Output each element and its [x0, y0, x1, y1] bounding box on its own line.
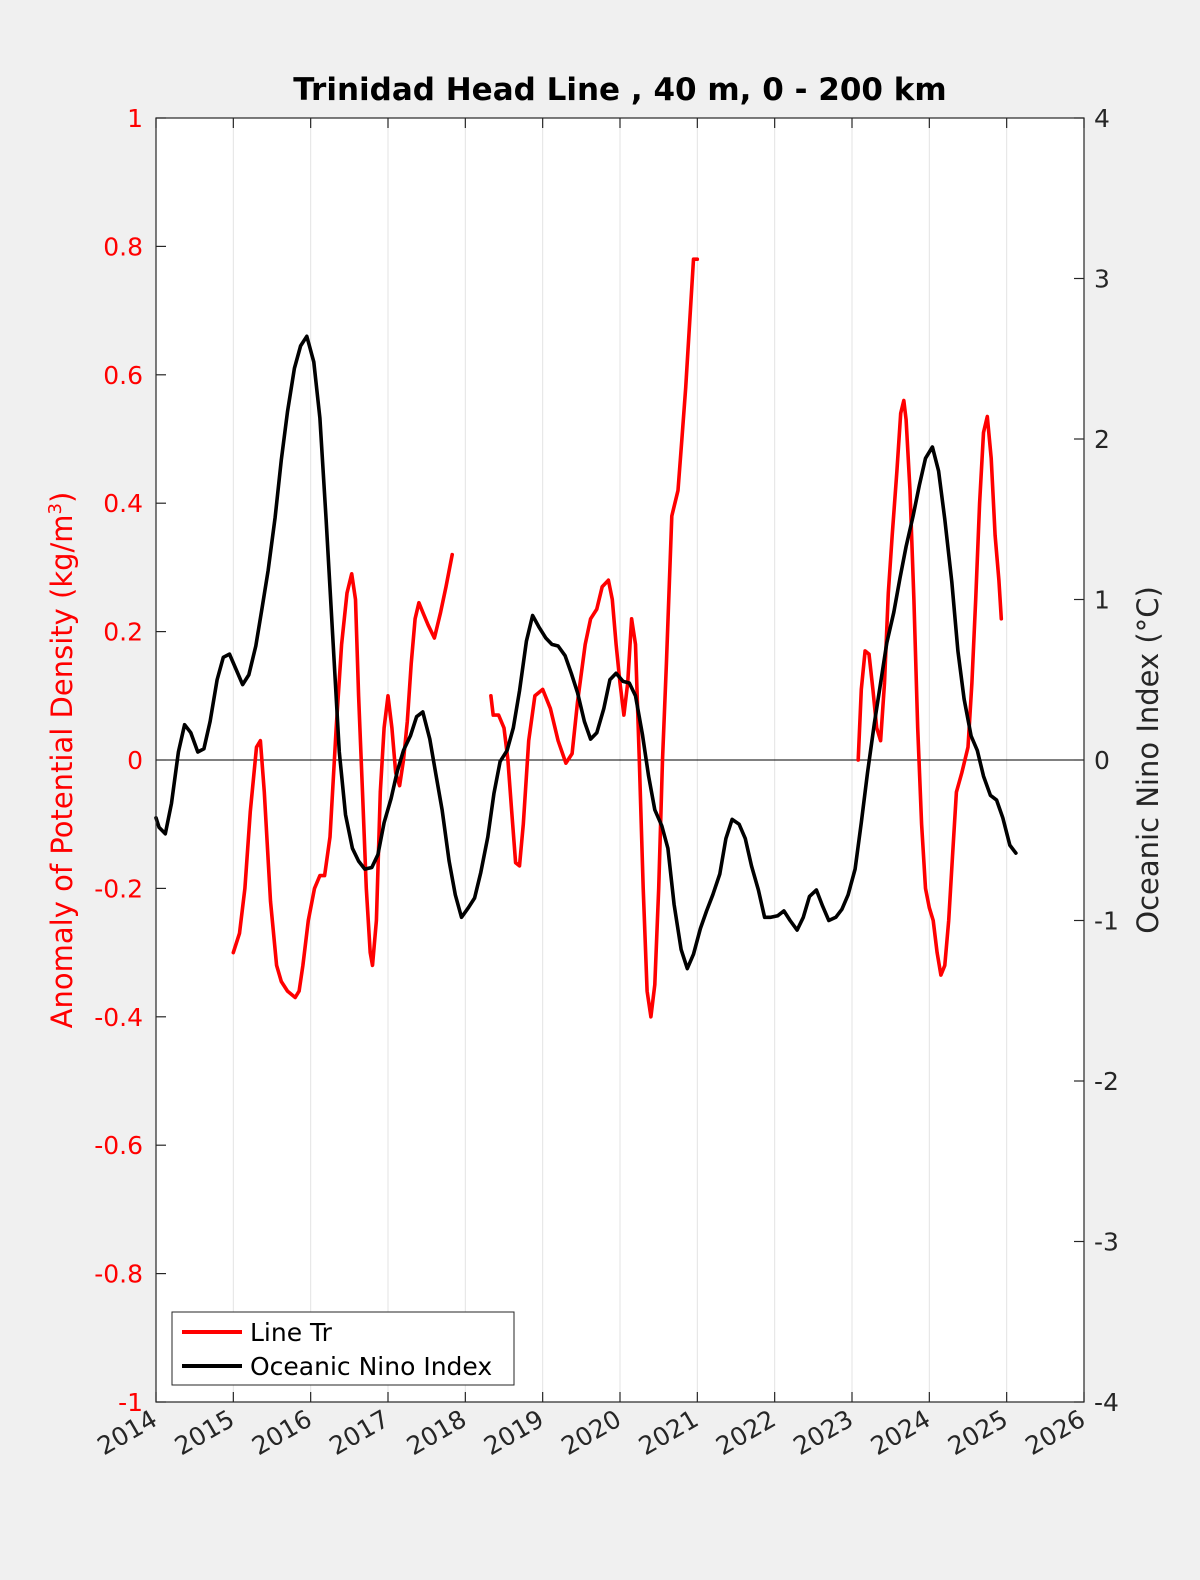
legend: Line Tr Oceanic Nino Index: [171, 1311, 515, 1386]
y-left-tick-label: -0.4: [94, 1003, 143, 1032]
series-line-line-tr-segment-3: [856, 398, 1004, 977]
series-line-oceanic-nino-index-segment-1: [154, 334, 1018, 971]
y-right-axis-label: Oceanic Nino Index (°C): [1131, 586, 1165, 934]
y-left-axis-label: Anomaly of Potential Density (kg/m3): [45, 492, 79, 1029]
legend-box: [171, 1311, 515, 1386]
y-left-tick-label: -0.2: [94, 874, 143, 903]
x-tick-label: 2019: [479, 1404, 549, 1461]
series-line-line-tr-segment-2: [489, 257, 700, 1019]
x-tick-label: 2024: [866, 1404, 936, 1461]
series-line-line-tr-segment-1: [231, 552, 455, 1000]
y-right-tick-label: -3: [1094, 1228, 1119, 1257]
y-right-tick-label: -4: [1094, 1388, 1119, 1417]
y-right-tick-label: 1: [1094, 586, 1110, 615]
x-tick-label: 2023: [788, 1404, 858, 1461]
y-left-tick-label: -1: [118, 1388, 143, 1417]
y-right-tick-label: 0: [1094, 746, 1110, 775]
y-left-tick-label: 0.4: [103, 489, 143, 518]
y-right-tick-label: 4: [1094, 104, 1110, 133]
y-left-tick-label: 0: [127, 746, 143, 775]
y-left-axis-label-sup: 3: [45, 503, 66, 514]
y-right-tick-label: 3: [1094, 265, 1110, 294]
y-left-tick-label: 0.8: [103, 232, 143, 261]
x-tick-label: 2018: [402, 1404, 472, 1461]
y-left-axis-label-text: Anomaly of Potential Density (kg/m: [45, 514, 79, 1028]
x-tick-label: 2017: [324, 1404, 394, 1461]
x-tick-label: 2022: [711, 1404, 781, 1461]
x-tick-label: 2020: [556, 1404, 626, 1461]
x-tick-label: 2025: [943, 1404, 1013, 1461]
x-tick-label: 2015: [170, 1404, 240, 1461]
y-right-tick-label: -2: [1094, 1067, 1119, 1096]
y-left-tick-label: 0.6: [103, 361, 143, 390]
y-left-tick-label: -0.8: [94, 1260, 143, 1289]
legend-label-line-tr: Line Tr: [250, 1318, 333, 1347]
y-left-tick-label: 1: [127, 104, 143, 133]
legend-label-oni: Oceanic Nino Index: [250, 1352, 492, 1381]
y-left-tick-label: 0.2: [103, 618, 143, 647]
series-layer: [154, 257, 1018, 1019]
x-tick-label: 2021: [634, 1404, 704, 1461]
y-right-tick-label: 2: [1094, 425, 1110, 454]
chart-title: Trinidad Head Line , 40 m, 0 - 200 km: [293, 72, 946, 108]
x-tick-label: 2026: [1020, 1404, 1090, 1461]
y-left-axis-label-close: ): [45, 492, 79, 503]
y-left-tick-label: -0.6: [94, 1131, 143, 1160]
x-tick-label: 2016: [247, 1404, 317, 1461]
y-right-tick-label: -1: [1094, 907, 1119, 936]
